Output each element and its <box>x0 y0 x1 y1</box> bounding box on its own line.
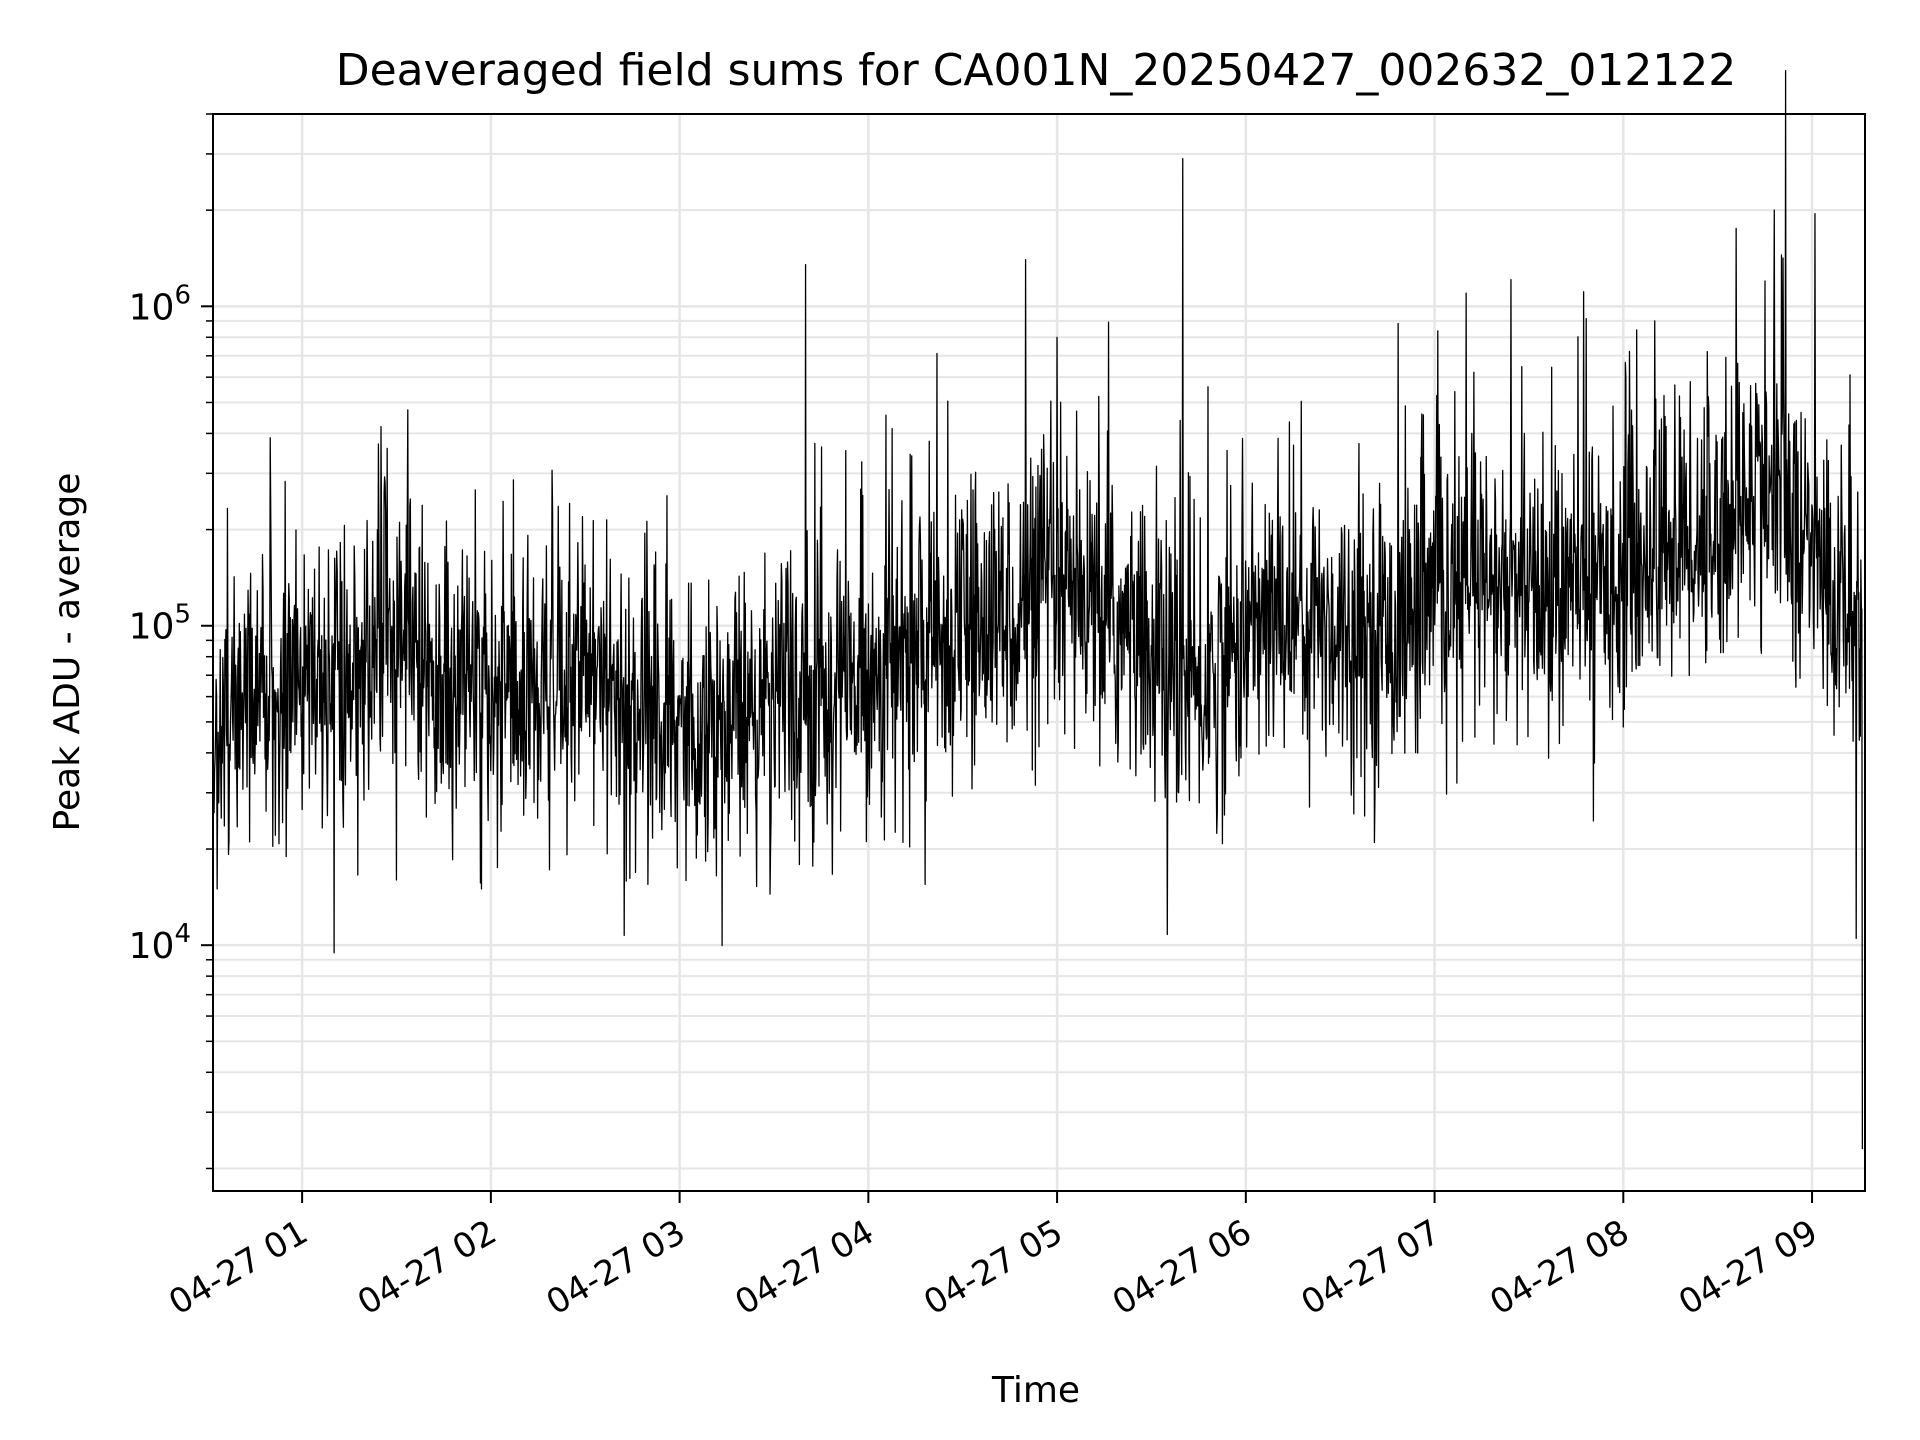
y-tick-label: 106 <box>129 280 191 328</box>
plot-area-frame <box>212 113 1866 1192</box>
y-axis-label: Peak ADU - average <box>47 473 88 832</box>
series-line-path <box>213 70 1864 1150</box>
y-tick-label: 105 <box>129 600 191 648</box>
chart-title: Deaveraged field sums for CA001N_2025042… <box>336 45 1737 96</box>
x-axis-label: Time <box>991 1370 1080 1411</box>
y-axis-ticks: 104 105 106 <box>129 113 213 1170</box>
series-line <box>213 70 1864 1150</box>
y-tick-label: 104 <box>129 919 191 967</box>
